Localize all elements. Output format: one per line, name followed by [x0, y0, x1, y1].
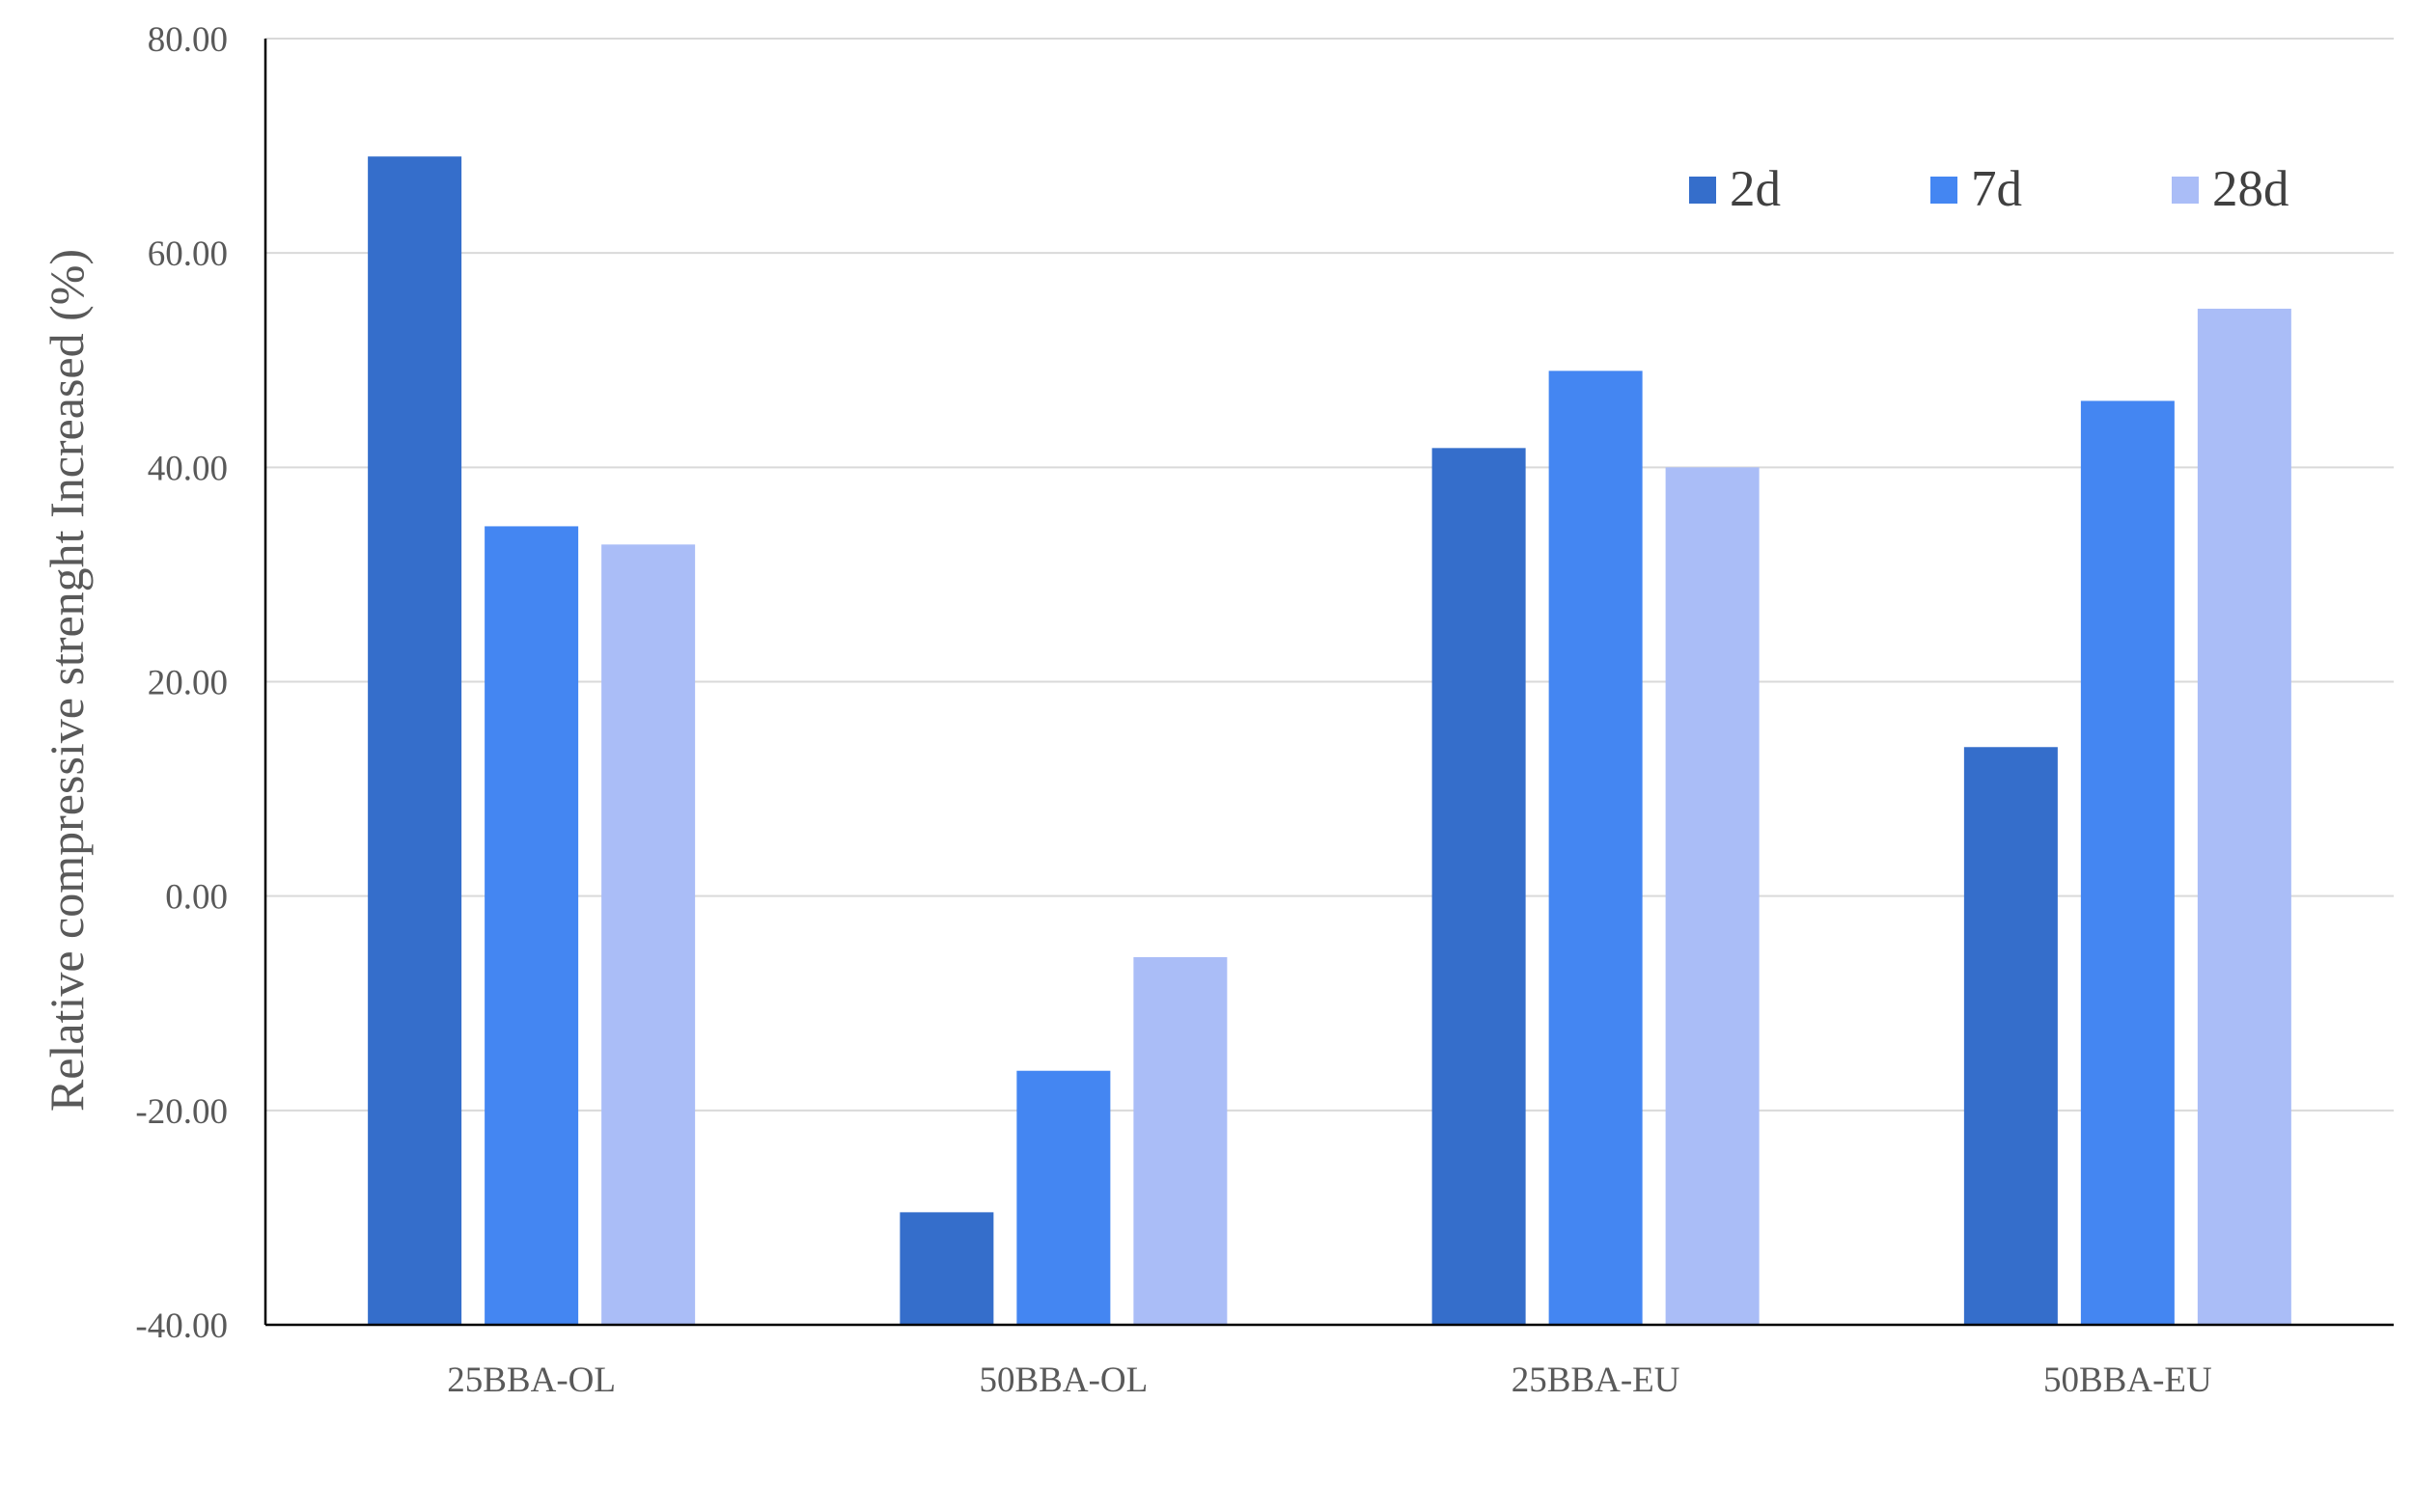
y-tick-label: -40.00: [135, 1306, 228, 1346]
y-tick-labels: 80.00 60.00 40.00 20.00 0.00 -20.00 -40.00: [135, 20, 228, 1346]
bar-7d-50BBA-EU: [2080, 400, 2175, 1325]
y-tick-label: 40.00: [148, 449, 228, 488]
bars: [368, 156, 2291, 1326]
bar-2d-50BBA-OL: [900, 1212, 994, 1325]
x-tick-label: 25BBA-OL: [447, 1361, 616, 1400]
legend: 2d 7d 28d: [1689, 161, 2289, 217]
axes: [263, 39, 2394, 1327]
bar-7d-25BBA-EU: [1548, 371, 1643, 1325]
y-tick-label: 80.00: [148, 20, 228, 60]
bar-2d-50BBA-EU: [1963, 747, 2058, 1325]
bar-7d-50BBA-OL: [1016, 1070, 1111, 1325]
y-tick-label: 0.00: [165, 878, 228, 918]
x-tick-labels: 25BBA-OL 50BBA-OL 25BBA-EU 50BBA-EU: [447, 1361, 2211, 1400]
legend-swatch-7d: [1930, 177, 1957, 204]
legend-label-2d: 2d: [1730, 161, 1781, 217]
bar-2d-25BBA-EU: [1431, 448, 1526, 1325]
bar-2d-25BBA-OL: [368, 156, 462, 1326]
bar-28d-50BBA-OL: [1133, 956, 1228, 1325]
y-tick-label: 20.00: [148, 664, 228, 703]
legend-label-7d: 7d: [1971, 161, 2022, 217]
bar-28d-50BBA-EU: [2197, 308, 2291, 1326]
x-tick-label: 50BBA-OL: [980, 1361, 1149, 1400]
x-tick-label: 50BBA-EU: [2043, 1361, 2212, 1400]
legend-swatch-28d: [2172, 177, 2199, 204]
x-tick-label: 25BBA-EU: [1512, 1361, 1680, 1400]
y-tick-label: -20.00: [135, 1092, 228, 1132]
bar-28d-25BBA-EU: [1665, 467, 1760, 1325]
y-axis-title: Relative compressive strenght Increased …: [40, 249, 94, 1112]
y-tick-label: 60.00: [148, 234, 228, 274]
bar-7d-25BBA-OL: [485, 526, 579, 1325]
legend-label-28d: 28d: [2212, 161, 2289, 217]
legend-swatch-2d: [1689, 177, 1716, 204]
bar-28d-25BBA-OL: [601, 544, 696, 1325]
